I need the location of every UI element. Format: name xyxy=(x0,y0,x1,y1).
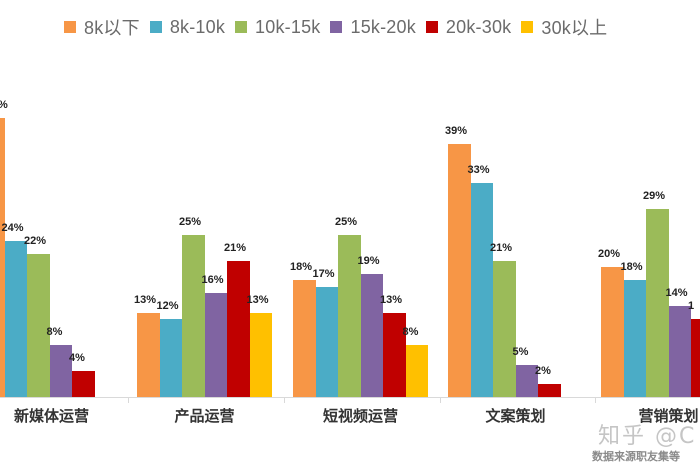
bar xyxy=(293,280,316,397)
bar xyxy=(49,345,72,397)
legend-swatch-icon xyxy=(64,21,76,33)
legend-item: 8k-10k xyxy=(149,16,226,38)
data-label: 18% xyxy=(620,261,643,273)
data-label: 14% xyxy=(665,287,688,299)
category-label: 营销策划 xyxy=(638,407,699,425)
bar xyxy=(646,208,669,397)
data-label: 17% xyxy=(312,267,335,280)
bar xyxy=(227,260,250,397)
data-label: 2% xyxy=(535,365,551,377)
bar xyxy=(623,280,646,397)
x-axis-tick xyxy=(128,397,129,403)
data-label: 25% xyxy=(335,215,358,228)
x-axis-line xyxy=(0,397,700,398)
legend-item: 30k以上 xyxy=(521,14,607,40)
data-label: 13% xyxy=(246,293,269,306)
data-label: 12% xyxy=(156,300,179,312)
data-label: % xyxy=(0,99,8,111)
bar xyxy=(493,260,516,397)
bar xyxy=(27,254,50,397)
legend-swatch-icon xyxy=(330,21,343,33)
data-label: 13% xyxy=(134,293,157,306)
legend-label: 15k-20k xyxy=(350,16,416,37)
bar xyxy=(601,267,624,397)
bar xyxy=(448,143,471,397)
legend-item: 10k-15k xyxy=(235,17,320,38)
legend-swatch-icon xyxy=(521,21,534,33)
legend-label: 8k以下 xyxy=(84,18,140,38)
bar xyxy=(182,234,205,397)
bar xyxy=(159,319,182,397)
data-label: 8% xyxy=(402,326,419,338)
bar xyxy=(668,306,691,397)
watermark-zhihu: 知乎 @C xyxy=(598,424,697,449)
data-label: 24% xyxy=(1,222,24,234)
bar xyxy=(72,371,95,397)
data-label: 4% xyxy=(69,352,85,364)
x-axis-tick xyxy=(440,397,441,403)
bar xyxy=(338,234,361,397)
data-label: 21% xyxy=(490,241,513,254)
legend-item: 8k以下 xyxy=(64,14,140,40)
legend-swatch-icon xyxy=(425,21,438,33)
data-label: 18% xyxy=(290,261,313,273)
data-label: 22% xyxy=(24,235,47,247)
data-label: 39% xyxy=(445,124,468,137)
bar xyxy=(360,273,383,397)
bar xyxy=(0,117,5,397)
bar xyxy=(405,345,428,397)
x-axis-tick xyxy=(284,397,285,403)
legend-swatch-icon xyxy=(235,21,248,33)
category-label: 新媒体运营 xyxy=(13,407,90,425)
data-label: 20% xyxy=(598,248,621,260)
data-label: 25% xyxy=(179,215,202,228)
bar xyxy=(383,312,406,397)
legend-item: 20k-30k xyxy=(425,16,512,38)
category-label: 文案策划 xyxy=(485,407,546,425)
legend-label: 10k-15k xyxy=(255,16,321,37)
data-label: 19% xyxy=(357,254,380,267)
legend-label: 8k-10k xyxy=(169,16,226,37)
bar xyxy=(538,384,561,397)
legend-label: 30k以上 xyxy=(541,18,608,38)
data-label: 8% xyxy=(46,326,63,338)
bar xyxy=(691,319,700,397)
chart-legend: 8k以下 8k-10k 10k-15k 15k-20k 20k-30k 30k以上 xyxy=(64,13,617,41)
bar xyxy=(515,364,538,397)
x-axis-tick xyxy=(595,397,596,403)
watermark-source: 数据来源职友集等 xyxy=(592,450,680,463)
legend-swatch-icon xyxy=(149,21,162,33)
bar xyxy=(315,286,338,397)
bar xyxy=(4,241,27,397)
data-label: 21% xyxy=(224,241,247,254)
category-label: 短视频运营 xyxy=(322,407,399,425)
data-label: 13% xyxy=(380,293,403,306)
bar xyxy=(249,312,272,397)
data-label: 33% xyxy=(467,163,490,176)
bar xyxy=(137,312,160,397)
legend-label: 20k-30k xyxy=(445,16,512,37)
data-label: 5% xyxy=(512,345,529,358)
data-label: 16% xyxy=(201,274,224,286)
legend-item: 15k-20k xyxy=(330,16,416,38)
bar xyxy=(204,293,227,397)
category-label: 产品运营 xyxy=(174,407,235,425)
data-label: 1 xyxy=(688,300,695,312)
data-label: 29% xyxy=(643,189,666,202)
bar xyxy=(470,182,493,397)
